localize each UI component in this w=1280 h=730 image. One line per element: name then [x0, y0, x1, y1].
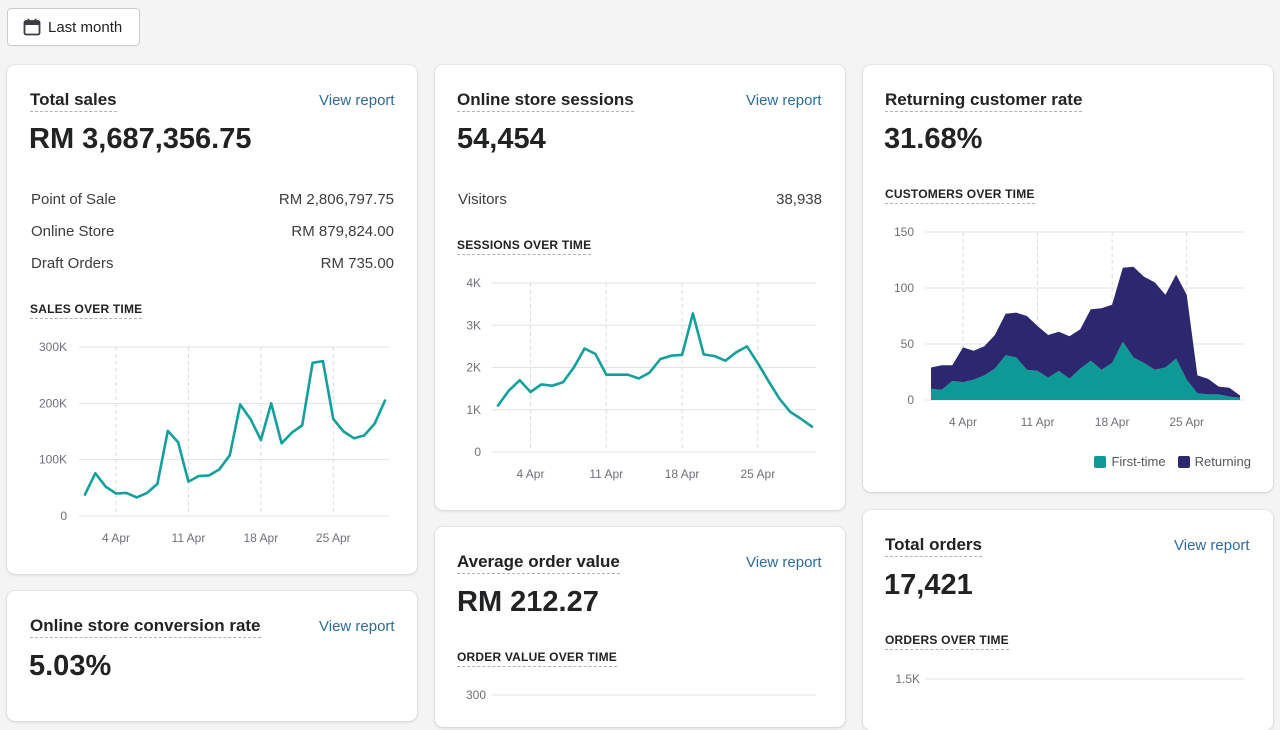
chart-legend: First-time Returning: [1082, 454, 1251, 469]
view-report-link[interactable]: View report: [319, 92, 395, 109]
y-tick-label: 100: [894, 281, 914, 295]
x-tick-label: 18 Apr: [1095, 415, 1130, 429]
breakdown-row: Draft Orders RM 735.00: [31, 254, 394, 274]
card-title[interactable]: Total orders: [885, 535, 982, 557]
legend-item-returning[interactable]: Returning: [1177, 454, 1251, 469]
card-title[interactable]: Total sales: [30, 90, 117, 112]
y-tick-label: 4K: [466, 276, 481, 290]
calendar-icon: [23, 18, 41, 36]
date-range-label: Last month: [48, 18, 123, 36]
total-sales-value: RM 3,687,356.75: [29, 123, 252, 155]
y-tick-label: 3K: [466, 318, 481, 332]
area-first-time[interactable]: [931, 341, 1240, 400]
breakdown-row: Point of Sale RM 2,806,797.75: [31, 190, 394, 210]
x-tick-label: 4 Apr: [102, 531, 130, 545]
returning-customer-rate-card: Returning customer rate 31.68% CUSTOMERS…: [863, 65, 1273, 492]
y-tick-label: 50: [901, 337, 915, 351]
area-returning[interactable]: [931, 266, 1240, 398]
order-value-over-time-chart[interactable]: 300: [435, 677, 845, 717]
chart-label[interactable]: SALES OVER TIME: [30, 302, 143, 319]
x-tick-label: 11 Apr: [172, 531, 206, 545]
legend-label: First-time: [1111, 454, 1166, 469]
online-store-sessions-card: Online store sessions View report 54,454…: [435, 65, 845, 510]
view-report-link[interactable]: View report: [1174, 537, 1250, 554]
view-report-link[interactable]: View report: [746, 92, 822, 109]
chart-label[interactable]: CUSTOMERS OVER TIME: [885, 187, 1035, 204]
x-tick-label: 4 Apr: [516, 467, 544, 481]
y-tick-label: 0: [907, 393, 914, 407]
y-tick-label: 200K: [39, 396, 67, 410]
breakdown-value: RM 2,806,797.75: [278, 191, 394, 208]
total-sales-card: Total sales View report RM 3,687,356.75 …: [7, 65, 417, 574]
breakdown-row: Online Store RM 879,824.00: [31, 222, 394, 242]
legend-swatch: [1094, 455, 1107, 468]
breakdown-label: Draft Orders: [31, 255, 114, 272]
series-line[interactable]: [83, 359, 387, 499]
y-tick-label: 100K: [39, 453, 67, 467]
breakdown-value: RM 879,824.00: [291, 223, 394, 240]
total-orders-card: Total orders View report 17,421 ORDERS O…: [863, 510, 1273, 730]
average-order-value: RM 212.27: [457, 586, 599, 618]
customers-over-time-chart[interactable]: 0 50 100 150 4 Apr 11 Apr 18 Apr 25 Apr: [863, 215, 1273, 445]
date-range-button[interactable]: Last month: [7, 8, 140, 46]
average-order-value-card: Average order value View report RM 212.2…: [435, 527, 845, 727]
sessions-value: 54,454: [457, 123, 546, 155]
conversion-rate-card: Online store conversion rate View report…: [7, 591, 417, 721]
legend-swatch: [1177, 455, 1190, 468]
x-tick-label: 11 Apr: [589, 467, 623, 481]
card-title[interactable]: Average order value: [457, 552, 620, 574]
card-title[interactable]: Returning customer rate: [885, 90, 1083, 112]
y-tick-label: 1.5K: [895, 672, 920, 686]
x-tick-label: 11 Apr: [1021, 415, 1055, 429]
x-tick-label: 18 Apr: [665, 467, 700, 481]
legend-item-first-time[interactable]: First-time: [1094, 454, 1166, 469]
sales-over-time-chart[interactable]: 0 100K 200K 300K 4 Apr 11 Apr 18 Apr 25 Apr: [7, 327, 417, 557]
breakdown-label: Online Store: [31, 223, 115, 240]
y-tick-label: 0: [474, 445, 481, 459]
y-tick-label: 300K: [39, 340, 67, 354]
total-orders-value: 17,421: [884, 569, 973, 601]
y-tick-label: 2K: [466, 361, 481, 375]
view-report-link[interactable]: View report: [746, 554, 822, 571]
series-line[interactable]: [496, 312, 814, 428]
returning-customer-rate-value: 31.68%: [884, 123, 983, 155]
breakdown-label: Visitors: [458, 191, 507, 208]
x-tick-label: 25 Apr: [741, 467, 776, 481]
chart-label[interactable]: SESSIONS OVER TIME: [457, 238, 592, 255]
conversion-rate-value: 5.03%: [29, 650, 112, 682]
chart-label[interactable]: ORDER VALUE OVER TIME: [457, 650, 617, 667]
breakdown-row: Visitors 38,938: [458, 190, 822, 210]
x-tick-label: 25 Apr: [1169, 415, 1204, 429]
card-title[interactable]: Online store sessions: [457, 90, 634, 112]
y-tick-label: 300: [466, 688, 486, 702]
y-tick-label: 0: [60, 509, 67, 523]
y-tick-label: 1K: [466, 403, 481, 417]
card-title[interactable]: Online store conversion rate: [30, 616, 261, 638]
x-tick-label: 4 Apr: [949, 415, 977, 429]
view-report-link[interactable]: View report: [319, 618, 395, 635]
breakdown-value: 38,938: [776, 191, 822, 208]
sessions-over-time-chart[interactable]: 0 1K 2K 3K 4K 4 Apr 11 Apr 18 Apr 25 Apr: [435, 265, 845, 495]
x-tick-label: 18 Apr: [244, 531, 279, 545]
orders-over-time-chart[interactable]: 1.5K: [863, 660, 1273, 710]
chart-label[interactable]: ORDERS OVER TIME: [885, 633, 1009, 650]
y-tick-label: 150: [894, 225, 914, 239]
x-tick-label: 25 Apr: [316, 531, 351, 545]
legend-label: Returning: [1194, 454, 1251, 469]
breakdown-label: Point of Sale: [31, 191, 117, 208]
breakdown-value: RM 735.00: [320, 255, 394, 272]
